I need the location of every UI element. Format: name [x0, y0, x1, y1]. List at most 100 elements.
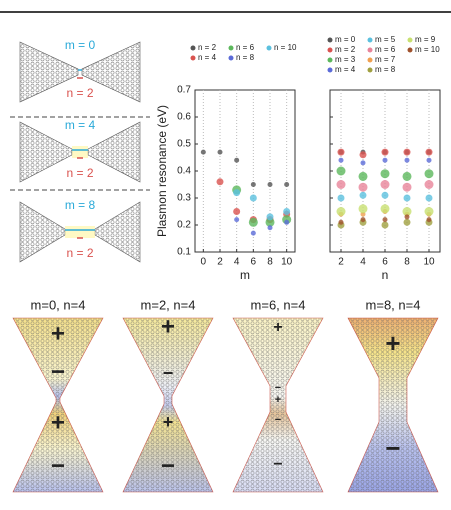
data-point [201, 150, 206, 155]
data-point [427, 158, 432, 163]
x-tick-label: 6 [251, 257, 257, 268]
charge-sign: − [275, 414, 281, 426]
charge-sign: − [161, 452, 175, 479]
data-point [338, 149, 345, 156]
m-label: m = 8 [65, 198, 96, 212]
data-point [426, 195, 433, 202]
legend-label: n = 4 [198, 53, 217, 62]
m-label: m = 0 [65, 38, 96, 52]
data-point [404, 195, 411, 202]
charge-sign: + [385, 328, 400, 358]
legend-label: n = 6 [236, 43, 255, 52]
data-point [381, 180, 390, 189]
data-point [403, 172, 412, 181]
m-label: m = 4 [65, 118, 96, 132]
charge-sign: + [161, 313, 175, 340]
data-point [383, 217, 388, 222]
legend-marker [267, 46, 272, 51]
legend-label: n = 8 [236, 53, 255, 62]
legend-marker [368, 38, 373, 43]
legend-label: m = 10 [415, 45, 440, 54]
data-point [217, 178, 224, 185]
data-point [382, 222, 389, 229]
legend-label: n = 2 [198, 43, 217, 52]
x-tick-label: 10 [423, 257, 435, 268]
y-tick-label: 0.6 [177, 112, 191, 123]
charge-sign: + [273, 319, 282, 336]
data-point [426, 149, 433, 156]
bowtie [95, 202, 140, 262]
x-tick-label: 8 [267, 257, 273, 268]
charge-sign: + [51, 320, 65, 347]
data-point [359, 183, 368, 192]
data-point [337, 167, 346, 176]
data-point [425, 180, 434, 189]
legend-label: m = 8 [375, 65, 396, 74]
data-point [361, 160, 366, 165]
data-point [268, 225, 273, 230]
x-tick-label: 2 [217, 257, 223, 268]
data-point [284, 220, 289, 225]
charge-sign: − [51, 358, 65, 385]
charge-sign: + [51, 409, 65, 436]
data-point [251, 231, 256, 236]
data-point [359, 172, 368, 181]
y-axis-label: Plasmon resonance (eV) [155, 105, 169, 237]
x-axis-label: n [382, 268, 389, 282]
data-point [251, 182, 256, 187]
legend-marker [191, 56, 196, 61]
data-point [338, 195, 345, 202]
data-point [218, 150, 223, 155]
data-point [234, 158, 239, 163]
x-tick-label: 6 [382, 257, 388, 268]
n-label: n = 2 [66, 246, 93, 260]
data-point [360, 151, 367, 158]
legend-marker [368, 58, 373, 63]
data-point [234, 217, 239, 222]
data-point [405, 214, 410, 219]
data-point [382, 149, 389, 156]
y-tick-label: 0.5 [177, 139, 191, 150]
data-point [359, 204, 368, 213]
data-point [337, 207, 346, 216]
plot-frame [195, 90, 295, 252]
x-tick-label: 8 [404, 257, 410, 268]
legend-label: n = 10 [274, 43, 297, 52]
legend-label: m = 6 [375, 45, 396, 54]
charge-sign: − [273, 456, 282, 473]
data-point [425, 169, 434, 178]
data-point [425, 207, 434, 216]
data-point [427, 217, 432, 222]
data-point [337, 180, 346, 189]
data-point [382, 192, 389, 199]
legend-label: m = 7 [375, 55, 396, 64]
y-tick-label: 0.4 [177, 166, 191, 177]
data-point [403, 183, 412, 192]
legend-label: m = 2 [335, 45, 356, 54]
x-tick-label: 2 [338, 257, 344, 268]
n-label: n = 2 [66, 86, 93, 100]
data-point [405, 158, 410, 163]
data-point [339, 220, 344, 225]
map-title: m=2, n=4 [141, 297, 196, 312]
gap-region [72, 146, 88, 158]
legend-label: m = 3 [335, 55, 356, 64]
x-tick-label: 4 [360, 257, 366, 268]
legend-marker [328, 58, 333, 63]
data-point [250, 195, 257, 202]
data-point [284, 182, 289, 187]
x-tick-label: 4 [234, 257, 240, 268]
x-axis-label: m [240, 268, 250, 282]
legend-marker [368, 48, 373, 53]
charge-sign: − [163, 363, 174, 383]
charge-sign: − [51, 452, 65, 479]
legend-label: m = 0 [335, 35, 356, 44]
charge-sign: + [275, 394, 281, 406]
data-point [381, 204, 390, 213]
y-tick-label: 0.7 [177, 85, 191, 96]
legend-marker [328, 68, 333, 73]
charge-sign: − [385, 433, 400, 463]
data-point [283, 208, 290, 215]
gap-region [65, 226, 95, 238]
data-point [268, 182, 273, 187]
